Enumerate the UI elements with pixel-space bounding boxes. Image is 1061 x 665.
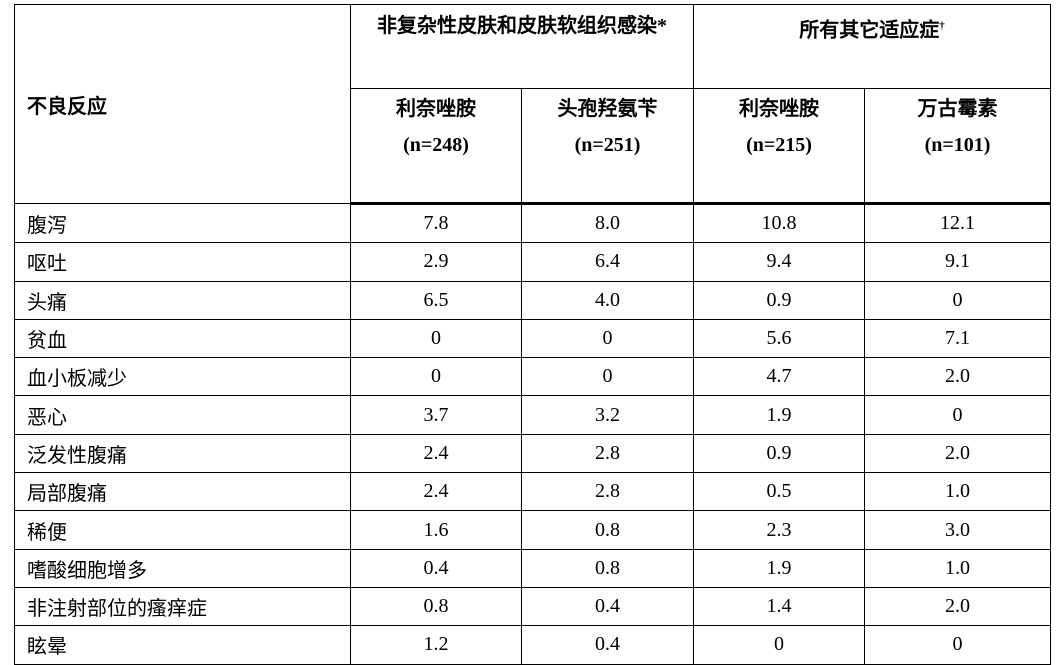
- cell-value: 0: [350, 357, 522, 397]
- cell-value: 2.8: [521, 433, 694, 474]
- cell-value: 2.9: [350, 242, 522, 282]
- column-header: 头孢羟氨苄 (n=251): [521, 88, 694, 205]
- cell-value: 0.4: [350, 548, 522, 588]
- cell-value: 0: [693, 625, 865, 665]
- row-label: 贫血: [14, 318, 351, 359]
- cell-value: 3.0: [864, 510, 1051, 550]
- column-header: 利奈唑胺 (n=215): [693, 88, 865, 205]
- cell-value: 2.8: [521, 472, 694, 512]
- cell-value: 1.6: [350, 510, 522, 550]
- cell-value: 0.8: [521, 548, 694, 588]
- cell-value: 1.0: [864, 472, 1051, 512]
- cell-value: 8.0: [521, 202, 694, 244]
- table-row: 呕吐 2.9 6.4 9.4 9.1: [14, 242, 1051, 282]
- cell-value: 0: [864, 395, 1051, 435]
- table-row: 眩晕 1.2 0.4 0 0: [14, 625, 1051, 665]
- table-row: 恶心 3.7 3.2 1.9 0: [14, 395, 1051, 435]
- row-label: 眩晕: [14, 625, 351, 665]
- cell-value: 9.4: [693, 242, 865, 282]
- table-row: 嗜酸细胞增多 0.4 0.8 1.9 1.0: [14, 548, 1051, 588]
- column-name: 利奈唑胺: [739, 98, 819, 120]
- cell-value: 7.1: [864, 318, 1051, 359]
- cell-value: 6.4: [521, 242, 694, 282]
- row-label: 嗜酸细胞增多: [14, 548, 351, 588]
- group-title: 非复杂性皮肤和皮肤软组织感染*: [377, 15, 667, 37]
- cell-value: 3.7: [350, 395, 522, 435]
- column-n: (n=248): [403, 134, 469, 156]
- cell-value: 3.2: [521, 395, 694, 435]
- cell-value: 4.7: [693, 357, 865, 397]
- row-label: 血小板减少: [14, 357, 351, 397]
- cell-value: 9.1: [864, 242, 1051, 282]
- cell-value: 0.8: [521, 510, 694, 550]
- column-name: 利奈唑胺: [396, 98, 476, 120]
- column-header: 万古霉素 (n=101): [864, 88, 1051, 205]
- row-label: 呕吐: [14, 242, 351, 282]
- cell-value: 2.0: [864, 433, 1051, 474]
- cell-value: 1.9: [693, 395, 865, 435]
- column-header: 利奈唑胺 (n=248): [350, 88, 522, 205]
- cell-value: 0.4: [521, 586, 694, 627]
- row-header: 不良反应: [14, 4, 351, 204]
- note-mark: †: [939, 20, 945, 32]
- group-header: 所有其它适应症†: [693, 4, 1051, 89]
- column-n: (n=101): [924, 134, 991, 156]
- cell-value: 0: [864, 625, 1051, 665]
- cell-value: 0.9: [693, 280, 865, 320]
- cell-value: 0: [350, 318, 522, 359]
- cell-value: 2.4: [350, 433, 522, 474]
- cell-value: 0: [864, 280, 1051, 320]
- group-title: 所有其它适应症: [799, 19, 940, 42]
- row-label: 稀便: [14, 510, 351, 550]
- column-name: 万古霉素: [917, 98, 998, 120]
- cell-value: 0.9: [693, 433, 865, 474]
- cell-value: 0: [521, 318, 694, 359]
- cell-value: 2.4: [350, 472, 522, 512]
- cell-value: 0: [521, 357, 694, 397]
- column-n: (n=251): [574, 134, 641, 156]
- cell-value: 1.4: [693, 586, 865, 627]
- row-label: 恶心: [14, 395, 351, 435]
- table-row: 头痛 6.5 4.0 0.9 0: [14, 280, 1051, 320]
- table-row: 血小板减少 0 0 4.7 2.0: [14, 357, 1051, 397]
- row-label: 泛发性腹痛: [14, 433, 351, 474]
- row-label: 局部腹痛: [14, 472, 351, 512]
- table-row: 局部腹痛 2.4 2.8 0.5 1.0: [14, 472, 1051, 512]
- row-label: 头痛: [14, 280, 351, 320]
- row-label: 非注射部位的瘙痒症: [14, 586, 351, 627]
- table-row: 非注射部位的瘙痒症 0.8 0.4 1.4 2.0: [14, 586, 1051, 627]
- table-row: 贫血 0 0 5.6 7.1: [14, 318, 1051, 359]
- cell-value: 6.5: [350, 280, 522, 320]
- cell-value: 5.6: [693, 318, 865, 359]
- column-name: 头孢羟氨苄: [557, 98, 658, 120]
- column-n: (n=215): [746, 134, 812, 156]
- cell-value: 12.1: [864, 202, 1051, 244]
- cell-value: 1.9: [693, 548, 865, 588]
- cell-value: 2.3: [693, 510, 865, 550]
- row-label: 腹泻: [14, 202, 351, 244]
- cell-value: 10.8: [693, 202, 865, 244]
- table-row: 稀便 1.6 0.8 2.3 3.0: [14, 510, 1051, 550]
- table-row: 腹泻 7.8 8.0 10.8 12.1: [14, 202, 1051, 244]
- cell-value: 2.0: [864, 357, 1051, 397]
- cell-value: 1.0: [864, 548, 1051, 588]
- cell-value: 0.4: [521, 625, 694, 665]
- adverse-reaction-table: 不良反应 非复杂性皮肤和皮肤软组织感染* 所有其它适应症† 利奈唑胺 (n=248…: [14, 4, 1051, 665]
- table-row: 泛发性腹痛 2.4 2.8 0.9 2.0: [14, 433, 1051, 474]
- cell-value: 0.8: [350, 586, 522, 627]
- cell-value: 2.0: [864, 586, 1051, 627]
- cell-value: 4.0: [521, 280, 694, 320]
- group-header: 非复杂性皮肤和皮肤软组织感染*: [350, 4, 694, 89]
- cell-value: 1.2: [350, 625, 522, 665]
- cell-value: 7.8: [350, 202, 522, 244]
- cell-value: 0.5: [693, 472, 865, 512]
